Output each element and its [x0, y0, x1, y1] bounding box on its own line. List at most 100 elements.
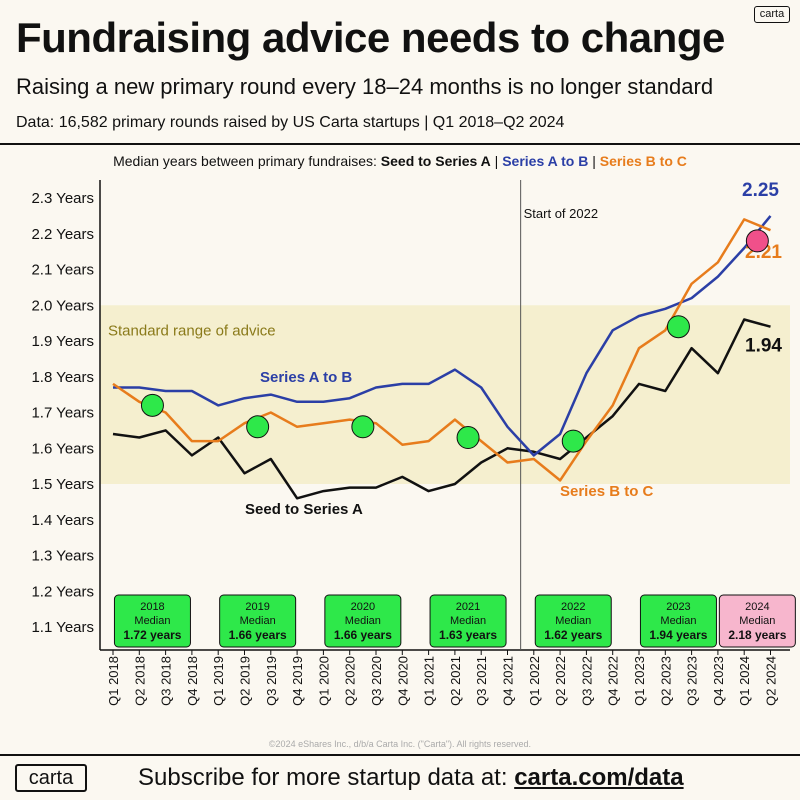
x-tick-label: Q4 2018	[185, 656, 200, 706]
y-tick-label: 2.1 Years	[31, 262, 94, 279]
x-tick-label: Q2 2023	[658, 656, 673, 706]
y-tick-label: 1.8 Years	[31, 369, 94, 386]
start-2022-label: Start of 2022	[524, 206, 598, 221]
seed-to-series-a-label: Seed to Series A	[245, 501, 363, 518]
x-tick-label: Q3 2019	[264, 656, 279, 706]
end-value-series-a-to-b: 2.25	[742, 180, 779, 201]
y-tick-label: 1.9 Years	[31, 333, 94, 350]
carta-logo-footer: carta	[15, 764, 87, 792]
x-tick-label: Q2 2024	[764, 656, 779, 706]
median-box-value: 2.18 years	[728, 628, 786, 642]
x-tick-label: Q3 2021	[474, 656, 489, 706]
median-box-label: Median	[739, 615, 775, 627]
median-box-label: Median	[345, 615, 381, 627]
x-tick-label: Q1 2024	[737, 656, 752, 706]
series-line-ab	[113, 215, 772, 457]
subscribe-cta: Subscribe for more startup data at: cart…	[138, 764, 684, 792]
median-box-year: 2018	[140, 601, 164, 613]
x-tick-label: Q1 2018	[106, 656, 121, 706]
x-tick-label: Q4 2023	[711, 656, 726, 706]
chart-legend: Median years between primary fundraises:…	[0, 153, 800, 169]
end-value-seed-to-series-a: 1.94	[745, 336, 782, 357]
legend-series-b-to-c: Series B to C	[599, 153, 687, 169]
median-box-label: Median	[134, 615, 170, 627]
yearly-median-marker	[561, 429, 585, 453]
y-tick-label: 2.0 Years	[31, 297, 94, 314]
y-tick-label: 1.6 Years	[31, 440, 94, 457]
page-title: Fundraising advice needs to change	[16, 14, 725, 61]
median-box-year: 2023	[666, 601, 690, 613]
page-subtitle: Raising a new primary round every 18–24 …	[16, 74, 714, 99]
median-box-value: 1.66 years	[229, 628, 287, 642]
x-tick-label: Q2 2020	[343, 656, 358, 706]
legend-seed: Seed to Series A	[380, 153, 491, 169]
median-box	[429, 594, 507, 648]
y-tick-label: 1.5 Years	[31, 476, 94, 493]
x-tick-label: Q1 2021	[422, 656, 437, 706]
footer-divider	[0, 754, 800, 756]
x-tick-label: Q3 2018	[159, 656, 174, 706]
median-box-value: 1.94 years	[649, 628, 707, 642]
median-box-label: Median	[450, 615, 486, 627]
median-box	[219, 594, 297, 648]
yearly-median-marker	[140, 393, 164, 417]
x-tick-label: Q2 2021	[448, 656, 463, 706]
carta-logo: carta	[754, 6, 790, 23]
median-box-year: 2022	[561, 601, 585, 613]
x-tick-label: Q1 2019	[211, 656, 226, 706]
legend-separator: |	[490, 153, 503, 169]
x-tick-label: Q3 2022	[579, 656, 594, 706]
median-box-value: 1.62 years	[544, 628, 602, 642]
x-tick-label: Q1 2020	[316, 656, 331, 706]
copyright-notice: ©2024 eShares Inc., d/b/a Carta Inc. ("C…	[268, 739, 532, 749]
yearly-median-marker	[351, 415, 375, 439]
y-tick-label: 2.3 Years	[31, 190, 94, 207]
median-box-label: Median	[555, 615, 591, 627]
median-box	[718, 594, 796, 648]
series-b-to-c-label: Series B to C	[560, 483, 654, 500]
x-tick-label: Q2 2018	[132, 656, 147, 706]
median-box-label: Median	[240, 615, 276, 627]
series-a-to-b-label: Series A to B	[260, 369, 352, 386]
x-tick-label: Q2 2019	[238, 656, 253, 706]
subscribe-link[interactable]: carta.com/data	[514, 764, 684, 791]
subscribe-text: Subscribe for more startup data at:	[138, 764, 508, 791]
median-box	[534, 594, 612, 648]
standard-range-label: Standard range of advice	[108, 322, 276, 339]
x-tick-label: Q4 2021	[501, 656, 516, 706]
y-tick-label: 1.4 Years	[31, 512, 94, 529]
y-tick-label: 1.7 Years	[31, 405, 94, 422]
series-line-bc	[112, 218, 771, 482]
median-box-value: 1.66 years	[334, 628, 392, 642]
median-box-year: 2024	[745, 601, 769, 613]
median-box-year: 2019	[245, 601, 269, 613]
median-box	[113, 594, 191, 648]
y-tick-label: 1.3 Years	[31, 548, 94, 565]
x-tick-label: Q3 2020	[369, 656, 384, 706]
legend-prefix: Median years between primary fundraises:	[113, 153, 377, 169]
y-tick-label: 1.2 Years	[31, 583, 94, 600]
median-box-label: Median	[660, 615, 696, 627]
yearly-median-marker	[666, 315, 690, 339]
legend-separator: |	[588, 153, 600, 169]
x-tick-label: Q3 2023	[685, 656, 700, 706]
header-divider	[0, 143, 800, 145]
x-tick-label: Q4 2020	[395, 656, 410, 706]
median-box-value: 1.63 years	[439, 628, 497, 642]
y-tick-label: 2.2 Years	[31, 226, 94, 243]
median-box	[324, 594, 402, 648]
yearly-median-marker	[745, 229, 769, 253]
median-box-value: 1.72 years	[123, 628, 181, 642]
x-tick-label: Q1 2023	[632, 656, 647, 706]
series-line-seed	[112, 318, 771, 500]
median-box-year: 2021	[456, 601, 480, 613]
x-tick-label: Q2 2022	[553, 656, 568, 706]
y-tick-label: 1.1 Years	[31, 619, 94, 636]
x-tick-label: Q4 2022	[606, 656, 621, 706]
x-tick-label: Q1 2022	[527, 656, 542, 706]
data-source-note: Data: 16,582 primary rounds raised by US…	[16, 114, 565, 131]
x-tick-label: Q4 2019	[290, 656, 305, 706]
median-box	[639, 594, 717, 648]
median-box-year: 2020	[351, 601, 375, 613]
